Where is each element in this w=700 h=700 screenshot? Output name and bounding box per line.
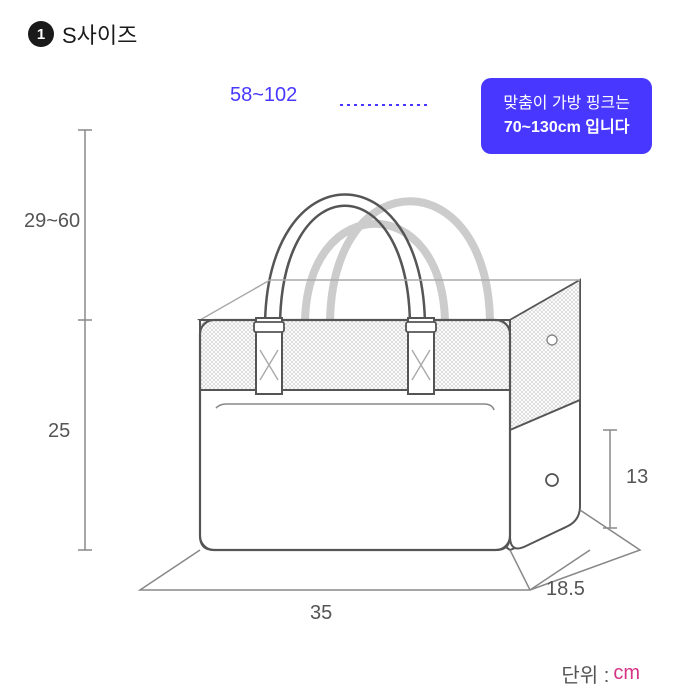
dim-pocket-height: 13 — [626, 466, 648, 489]
size-title: S사이즈 — [62, 18, 137, 50]
unit-value: cm — [613, 662, 640, 685]
dim-handle-height: 29~60 — [24, 210, 80, 233]
unit-label: 단위 : — [561, 659, 609, 688]
dim-handle-span: 58~102 — [230, 84, 297, 107]
size-number-badge: 1 — [28, 21, 54, 47]
bag-svg — [30, 60, 670, 660]
size-header: 1 S사이즈 — [28, 18, 137, 50]
unit-row: 단위 : cm — [561, 659, 640, 688]
dim-body-depth: 18.5 — [546, 578, 585, 601]
dim-body-height: 25 — [48, 420, 70, 443]
size-number: 1 — [37, 26, 45, 43]
bag-diagram: 58~102 29~60 25 35 18.5 13 — [30, 60, 670, 660]
dim-body-width: 35 — [310, 602, 332, 625]
